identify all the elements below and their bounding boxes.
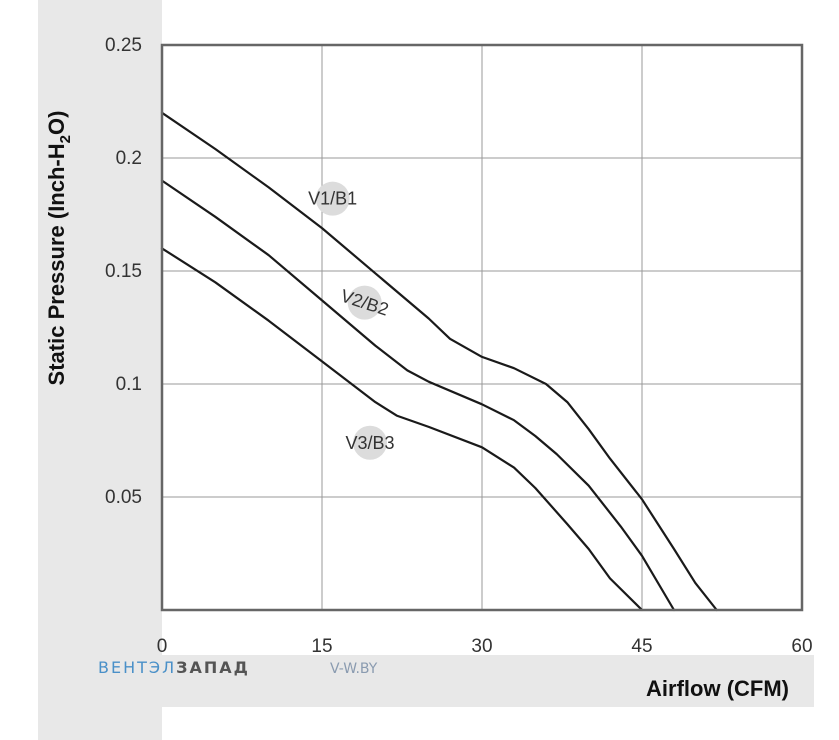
y-tick-label: 0.1 xyxy=(116,374,142,395)
plot-frame xyxy=(160,43,804,612)
x-tick-label: 60 xyxy=(791,636,812,657)
series-line xyxy=(160,247,644,612)
y-tick-label: 0.05 xyxy=(105,487,142,508)
watermark-part1: ВЕНТЭЛ xyxy=(98,658,176,677)
y-tick-label: 0.25 xyxy=(105,35,142,56)
left-panel xyxy=(38,0,162,740)
bottom-panel xyxy=(38,655,814,707)
label-markers xyxy=(315,181,387,460)
series-lines xyxy=(160,111,718,612)
x-tick-label: 45 xyxy=(631,636,652,657)
series-line xyxy=(160,179,676,612)
x-tick-label: 15 xyxy=(311,636,332,657)
y-axis-title: Static Pressure (Inch-H2O) xyxy=(44,111,74,386)
series-label: V3/B3 xyxy=(345,433,394,453)
watermark-site: V-W.BY xyxy=(330,661,378,677)
x-axis-title: Airflow (CFM) xyxy=(646,676,789,701)
x-tick-label: 0 xyxy=(157,636,168,657)
label-marker xyxy=(353,425,387,460)
tick-labels: 0 15 30 45 60 0.25 0.2 0.15 0.1 0.05 xyxy=(105,35,813,657)
label-marker xyxy=(347,285,382,320)
axes xyxy=(160,43,804,612)
series-line xyxy=(160,111,718,612)
watermark-part2: ЗАПАД xyxy=(176,658,250,677)
watermark-logo: ВЕНТЭЛЗАПАД xyxy=(98,658,250,677)
y-tick-label: 0.15 xyxy=(105,261,142,282)
x-tick-label: 30 xyxy=(471,636,492,657)
plot-background xyxy=(162,0,839,655)
series-label: V1/B1 xyxy=(308,189,357,209)
y-tick-label: 0.2 xyxy=(116,148,142,169)
label-marker xyxy=(315,181,350,216)
